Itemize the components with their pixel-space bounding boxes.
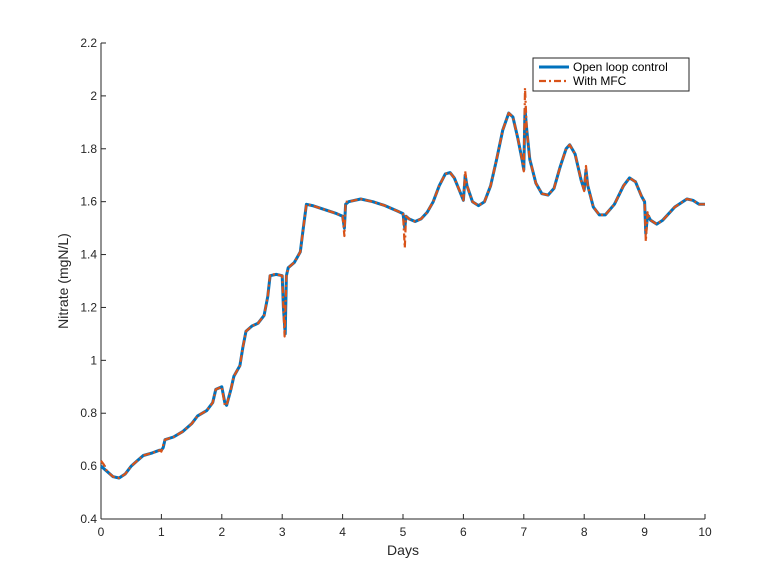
series-line-with-mfc [100, 86, 705, 480]
x-tick-label: 3 [279, 525, 286, 539]
x-tick-label: 10 [698, 525, 712, 539]
x-axis-title: Days [387, 542, 419, 558]
legend-box [532, 57, 690, 92]
y-tick-label: 2 [90, 89, 97, 103]
y-tick-label: 1.6 [80, 195, 97, 209]
x-tick-label: 9 [641, 525, 648, 539]
y-axis-ticks: 0.4 0.6 0.8 1 1.2 1.4 1.6 1.8 2 2.2 [80, 36, 106, 526]
x-tick-label: 2 [218, 525, 225, 539]
y-axis-title: Nitrate (mgN/L) [55, 233, 71, 329]
y-tick-label: 2.2 [80, 36, 97, 50]
x-tick-label: 7 [520, 525, 527, 539]
legend-label: With MFC [573, 74, 627, 88]
y-tick-label: 1 [90, 353, 97, 367]
y-tick-label: 1.4 [80, 248, 97, 262]
x-tick-label: 8 [581, 525, 588, 539]
y-tick-label: 1.2 [80, 300, 97, 314]
x-axis-ticks: 0 1 2 3 4 5 6 7 8 9 10 [98, 514, 712, 539]
x-tick-label: 1 [158, 525, 165, 539]
y-tick-label: 0.4 [80, 512, 97, 526]
y-tick-label: 1.8 [80, 142, 97, 156]
legend-label: Open loop control [573, 60, 668, 74]
x-tick-label: 4 [339, 525, 346, 539]
x-tick-label: 0 [98, 525, 105, 539]
y-tick-label: 0.8 [80, 406, 97, 420]
data-series [100, 86, 705, 480]
y-tick-label: 0.6 [80, 459, 97, 473]
x-tick-label: 6 [460, 525, 467, 539]
x-tick-label: 5 [400, 525, 407, 539]
